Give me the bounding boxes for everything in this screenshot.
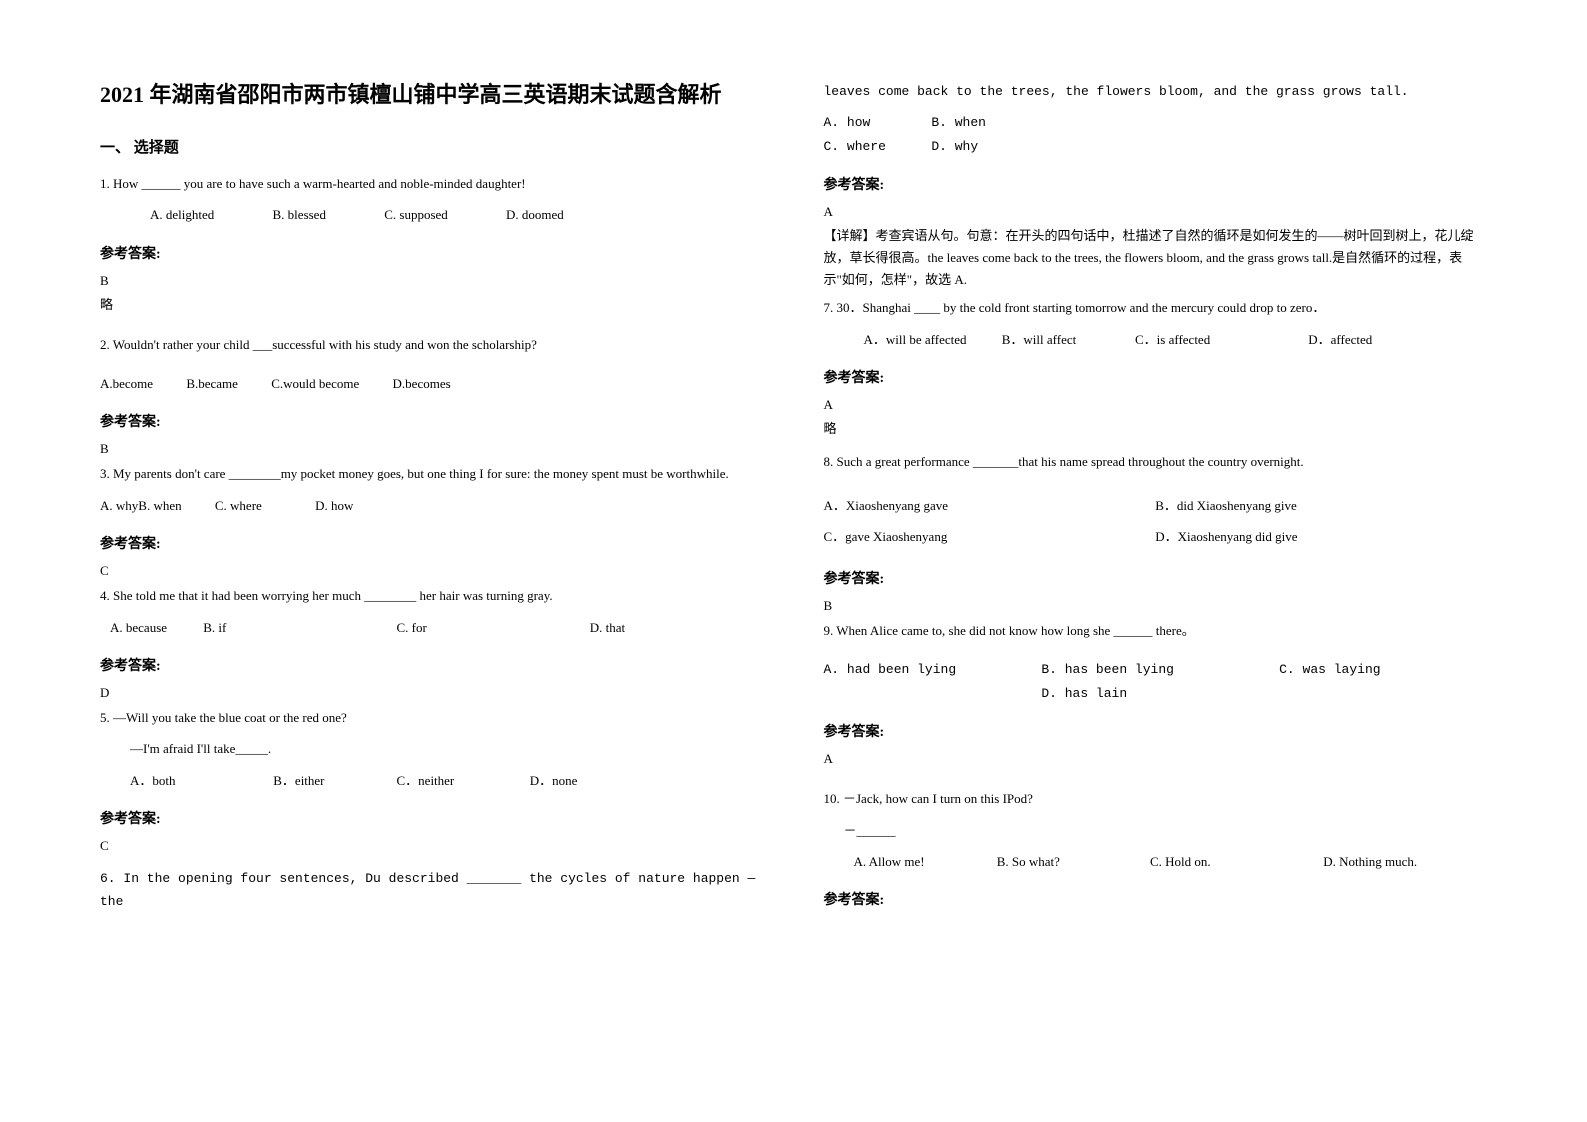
answer-label-10: 参考答案: <box>824 889 1488 909</box>
q10-opt-b: B. So what? <box>997 850 1147 873</box>
q3-answer: C <box>100 563 764 579</box>
answer-label-7: 参考答案: <box>824 367 1488 387</box>
q5-answer: C <box>100 838 764 854</box>
answer-label-4: 参考答案: <box>100 655 764 675</box>
q7-opt-b: B．will affect <box>1002 328 1132 351</box>
q5-opt-a: A．both <box>130 769 270 792</box>
q3-opt-c: C. where <box>215 498 262 513</box>
q4-opt-b: B. if <box>203 616 393 639</box>
q6-opt-a: A. how <box>824 111 924 134</box>
q4-opt-c: C. for <box>397 616 587 639</box>
question-1-options: A. delighted B. blessed C. supposed D. d… <box>100 203 764 226</box>
question-5-text1: 5. —Will you take the blue coat or the r… <box>100 706 764 729</box>
q9-opt-c: C. was laying <box>1279 662 1380 677</box>
q2-answer: B <box>100 441 764 457</box>
q7-opt-a: A．will be affected <box>864 328 999 351</box>
q9-opt-d: D. has lain <box>1041 686 1127 701</box>
page-container: 2021 年湖南省邵阳市两市镇檀山铺中学高三英语期末试题含解析 一、 选择题 1… <box>100 80 1487 1082</box>
question-4-text: 4. She told me that it had been worrying… <box>100 584 764 607</box>
q1-opt-b: B. blessed <box>273 203 326 226</box>
answer-label-1: 参考答案: <box>100 243 764 263</box>
q8-opt-b: B．did Xiaoshenyang give <box>1155 490 1487 521</box>
q10-opt-c: C. Hold on. <box>1150 850 1320 873</box>
question-1-text: 1. How ______ you are to have such a war… <box>100 172 764 195</box>
q3-opt-d: D. how <box>315 498 353 513</box>
q7-answer: A <box>824 397 1488 413</box>
q8-opt-c: C．gave Xiaoshenyang <box>824 521 1156 552</box>
q5-opt-b: B．either <box>273 769 393 792</box>
answer-label-5: 参考答案: <box>100 808 764 828</box>
question-2-options: A.become B.became C.would become D.becom… <box>100 372 764 395</box>
q5-opt-c: C．neither <box>397 769 527 792</box>
q9-answer: A <box>824 751 1488 767</box>
question-10-text2: －______ <box>824 819 1488 842</box>
q3-opt-b: B. when <box>138 498 181 513</box>
question-3-text: 3. My parents don't care ________my pock… <box>100 462 764 485</box>
question-10-options: A. Allow me! B. So what? C. Hold on. D. … <box>824 850 1488 873</box>
q8-answer: B <box>824 598 1488 614</box>
q1-omit: 略 <box>100 294 764 313</box>
question-5-text2: —I'm afraid I'll take_____. <box>100 737 764 760</box>
q10-opt-a: A. Allow me! <box>854 850 994 873</box>
q6-opt-c: C. where <box>824 135 924 158</box>
question-10-text1: 10. －Jack, how can I turn on this IPod? <box>824 787 1488 810</box>
q1-opt-a: A. delighted <box>150 203 214 226</box>
question-8-text: 8. Such a great performance _______that … <box>824 450 1488 473</box>
q8-opt-a: A．Xiaoshenyang gave <box>824 490 1156 521</box>
q1-opt-d: D. doomed <box>506 203 564 226</box>
q7-omit: 略 <box>824 418 1488 437</box>
section-heading: 一、 选择题 <box>100 136 764 157</box>
q1-opt-c: C. supposed <box>384 203 448 226</box>
q3-opt-a: A. why <box>100 498 138 513</box>
q9-opt-b: B. has been lying <box>1041 658 1271 681</box>
answer-label-3: 参考答案: <box>100 533 764 553</box>
question-6-text: 6. In the opening four sentences, Du des… <box>100 867 764 914</box>
question-8-options: A．Xiaoshenyang gave B．did Xiaoshenyang g… <box>824 490 1488 552</box>
main-title: 2021 年湖南省邵阳市两市镇檀山铺中学高三英语期末试题含解析 <box>100 80 764 111</box>
right-column: leaves come back to the trees, the flowe… <box>824 80 1488 1082</box>
q6-opt-d: D. why <box>931 139 978 154</box>
q4-opt-d: D. that <box>590 620 625 635</box>
question-4-options: A. because B. if C. for D. that <box>100 616 764 639</box>
question-6-options: A. how B. when C. where D. why <box>824 111 1488 158</box>
q2-opt-d: D.becomes <box>393 376 451 391</box>
question-3-options: A. whyB. when C. where D. how <box>100 494 764 517</box>
question-6-text2: leaves come back to the trees, the flowe… <box>824 80 1488 103</box>
q4-answer: D <box>100 685 764 701</box>
question-7-options: A．will be affected B．will affect C．is af… <box>824 328 1488 351</box>
q4-opt-a: A. because <box>110 616 200 639</box>
q8-opt-d: D．Xiaoshenyang did give <box>1155 521 1487 552</box>
q5-opt-d: D．none <box>530 773 578 788</box>
q2-opt-b: B.became <box>186 376 238 391</box>
question-9-text: 9. When Alice came to, she did not know … <box>824 619 1488 642</box>
question-9-options: A. had been lying B. has been lying C. w… <box>824 658 1488 705</box>
q6-explain: 【详解】考查宾语从句。句意：在开头的四句话中，杜描述了自然的循环是如何发生的——… <box>824 225 1488 291</box>
left-column: 2021 年湖南省邵阳市两市镇檀山铺中学高三英语期末试题含解析 一、 选择题 1… <box>100 80 764 1082</box>
q7-opt-c: C．is affected <box>1135 328 1305 351</box>
q2-opt-a: A.become <box>100 376 153 391</box>
question-5-options: A．both B．either C．neither D．none <box>100 769 764 792</box>
q2-opt-c: C.would become <box>271 376 359 391</box>
q6-answer: A <box>824 204 1488 220</box>
q10-opt-d: D. Nothing much. <box>1323 854 1417 869</box>
question-7-text: 7. 30．Shanghai ____ by the cold front st… <box>824 296 1488 319</box>
answer-label-2: 参考答案: <box>100 411 764 431</box>
q1-answer: B <box>100 273 764 289</box>
q7-opt-d: D．affected <box>1308 332 1372 347</box>
answer-label-6: 参考答案: <box>824 174 1488 194</box>
answer-label-9: 参考答案: <box>824 721 1488 741</box>
question-2-text: 2. Wouldn't rather your child ___success… <box>100 333 764 356</box>
q6-opt-b: B. when <box>931 115 986 130</box>
q9-opt-a: A. had been lying <box>824 658 1034 681</box>
answer-label-8: 参考答案: <box>824 568 1488 588</box>
